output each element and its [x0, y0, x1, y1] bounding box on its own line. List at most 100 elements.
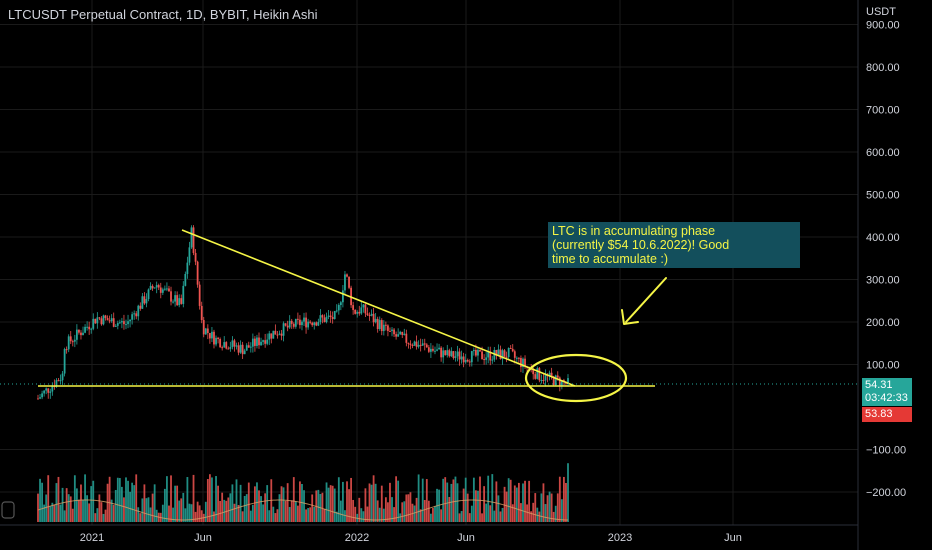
volume-bar: [84, 474, 86, 522]
volume-bar: [567, 463, 569, 522]
volume-bar: [423, 500, 426, 522]
candle-body: [147, 289, 150, 300]
candle-body: [114, 325, 117, 327]
candle-body: [178, 298, 181, 306]
candle-body: [264, 340, 267, 344]
volume-bar: [442, 478, 445, 522]
volume-bar: [153, 484, 156, 522]
volume-bar: [460, 511, 463, 522]
volume-bar: [168, 505, 170, 522]
volume-bar: [204, 501, 207, 522]
candle-body: [321, 315, 324, 318]
candle-body: [137, 305, 140, 317]
candle-body: [215, 337, 217, 345]
volume-bar: [485, 503, 488, 522]
volume-bar: [329, 485, 332, 522]
volume-bar: [176, 485, 179, 522]
candle-body: [90, 328, 93, 330]
volume-bar: [112, 504, 115, 522]
candle-body: [276, 334, 279, 336]
candle-body: [41, 393, 43, 398]
candle-body: [352, 305, 355, 310]
volume-bar: [215, 476, 217, 522]
candle-body: [567, 378, 569, 384]
volume-bar: [239, 484, 242, 522]
candle-body: [127, 321, 129, 325]
candle-body: [229, 347, 232, 349]
volume-bar: [403, 501, 406, 522]
volume-bar: [452, 479, 455, 522]
candle-body: [125, 324, 127, 326]
volume-bar: [294, 501, 297, 522]
candle-body: [313, 322, 316, 326]
candle-body: [544, 374, 547, 381]
candle-body: [542, 379, 545, 381]
candle-body: [225, 342, 228, 349]
candle-body: [501, 350, 504, 359]
candle-body: [483, 359, 486, 361]
volume-bar: [151, 493, 154, 522]
volume-bar: [280, 486, 283, 522]
volume-bar: [323, 509, 326, 522]
candle-body: [534, 374, 537, 379]
candle-body: [282, 323, 285, 336]
volume-bar: [387, 502, 389, 522]
candle-body: [362, 304, 365, 308]
candle-body: [550, 372, 553, 377]
candle-body: [108, 320, 111, 322]
candle-body: [485, 357, 488, 360]
candle-body: [51, 385, 54, 392]
volume-bar: [444, 477, 447, 522]
candle-body: [251, 338, 254, 347]
volume-bar: [350, 477, 352, 522]
volume-bar: [411, 503, 414, 522]
volume-bar: [393, 507, 395, 522]
annotation-line-2: (currently $54 10.6.2022)! Good: [552, 238, 730, 252]
volume-bar: [155, 509, 158, 522]
candle-body: [151, 285, 154, 289]
candle-body: [333, 310, 336, 320]
volume-bar: [419, 509, 422, 522]
candle-body: [517, 357, 520, 359]
candle-body: [444, 350, 447, 356]
volume-bar: [462, 488, 465, 522]
candle-body: [475, 349, 477, 356]
volume-bar: [47, 475, 50, 522]
candle-body: [513, 351, 516, 358]
volume-bar: [286, 483, 289, 522]
annotation-callout[interactable]: LTC is in accumulating phase (currently …: [548, 222, 800, 268]
candle-body: [335, 310, 338, 312]
price-tick-label: 200.00: [866, 317, 900, 329]
volume-bar: [170, 475, 172, 522]
price-tick-label: 500.00: [866, 190, 900, 202]
candle-body: [401, 331, 404, 335]
candle-body: [272, 330, 275, 339]
volume-bar: [515, 487, 518, 522]
candle-body: [217, 337, 219, 340]
candle-body: [429, 348, 432, 352]
candle-body: [509, 348, 512, 350]
volume-bar: [235, 479, 238, 522]
candle-body: [442, 350, 445, 358]
volume-bar: [102, 513, 105, 522]
volume-bar: [339, 500, 342, 522]
volume-bar: [147, 497, 150, 522]
candle-body: [174, 295, 177, 302]
candle-body: [354, 309, 357, 314]
volume-bar: [266, 485, 269, 522]
candle-body: [556, 375, 559, 378]
volume-bar: [110, 499, 113, 522]
volume-bar: [186, 477, 189, 522]
candle-body: [344, 274, 346, 291]
candle-body: [135, 313, 138, 317]
price-tick-label: −200.00: [866, 487, 906, 499]
candle-body: [380, 320, 383, 332]
candle-body: [374, 318, 377, 323]
candle-body: [75, 329, 78, 340]
candle-body: [104, 315, 107, 319]
volume-bar: [137, 507, 140, 522]
candle-body: [511, 348, 514, 352]
candle-body: [415, 341, 418, 347]
volume-bar: [41, 482, 43, 522]
